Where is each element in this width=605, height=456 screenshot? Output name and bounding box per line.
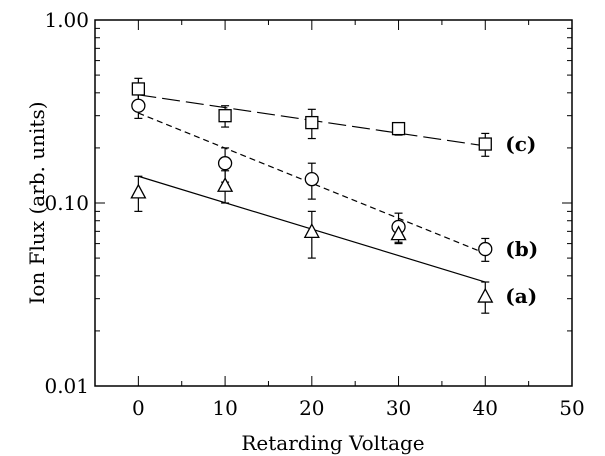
data-point-triangle xyxy=(477,287,494,303)
data-point-circle xyxy=(478,241,493,257)
y-tick-label: 0.10 xyxy=(44,191,89,215)
x-axis-title: Retarding Voltage xyxy=(241,431,424,455)
x-tick-label: 10 xyxy=(212,396,237,420)
plot-frame xyxy=(94,19,573,387)
y-axis-title: Ion Flux (arb. units) xyxy=(25,101,49,304)
data-point-square xyxy=(305,115,319,130)
error-bars xyxy=(134,77,490,314)
data-point-square xyxy=(131,82,146,96)
data-point-square xyxy=(478,137,492,151)
x-tick-label: 40 xyxy=(473,396,498,420)
data-point-triangle xyxy=(303,222,320,238)
data-point-triangle xyxy=(217,176,234,192)
y-tick-label: 0.01 xyxy=(44,374,89,398)
series-label-0: (c) xyxy=(505,132,536,156)
x-tick-label: 0 xyxy=(132,396,145,420)
data-markers xyxy=(130,82,494,303)
x-tick-label: 50 xyxy=(559,396,584,420)
series-labels: (c) (b) (a) xyxy=(505,132,538,308)
data-point-circle xyxy=(131,98,146,113)
y-tick-label: 1.00 xyxy=(44,8,89,32)
axis-ticks xyxy=(94,20,573,387)
data-point-circle xyxy=(304,171,319,187)
x-tick-label: 30 xyxy=(386,396,411,420)
series-label-1: (b) xyxy=(505,237,538,261)
series-label-2: (a) xyxy=(505,284,537,308)
x-tick-label: 20 xyxy=(299,396,324,420)
data-point-square xyxy=(218,109,232,123)
data-point-circle xyxy=(217,156,233,171)
data-point-triangle xyxy=(390,225,407,241)
data-point-square xyxy=(391,121,406,136)
data-point-triangle xyxy=(130,183,147,199)
axis-tick-labels: 0 10 20 30 40 50 0.01 0.10 1.00 xyxy=(44,8,584,420)
fit-line-1 xyxy=(138,112,486,255)
